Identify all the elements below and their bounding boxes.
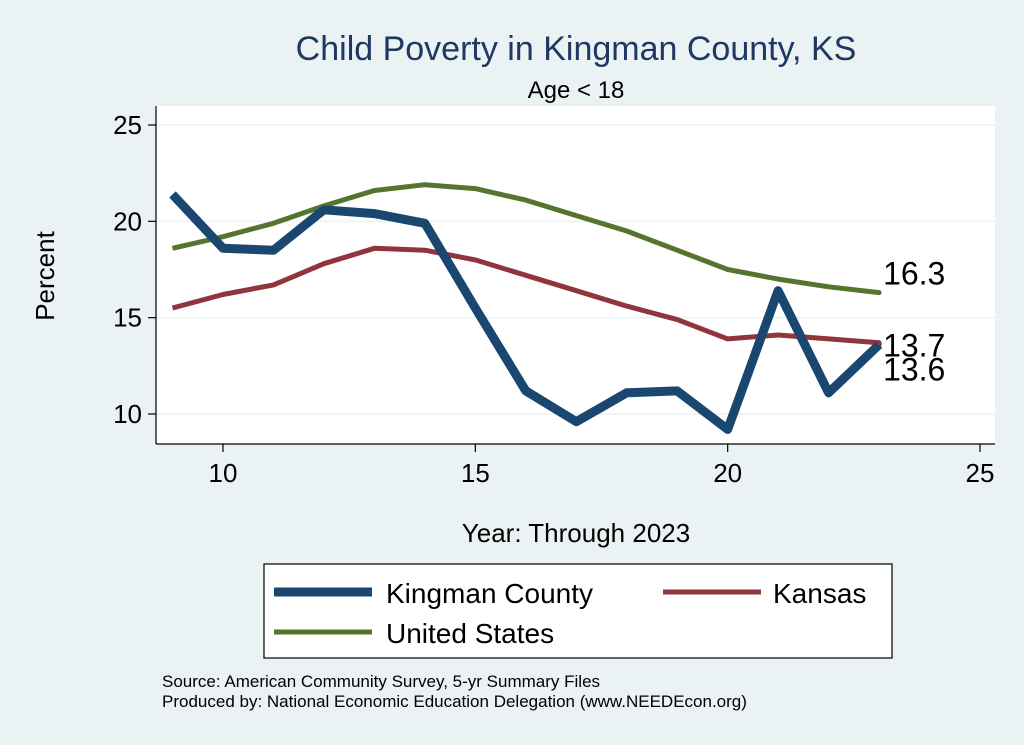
legend-label-kansas: Kansas bbox=[773, 578, 866, 609]
legend-label-us: United States bbox=[386, 618, 554, 649]
y-tick-label-10: 10 bbox=[113, 399, 142, 429]
y-tick-label-20: 20 bbox=[113, 206, 142, 236]
source-note: Source: American Community Survey, 5-yr … bbox=[162, 672, 600, 691]
legend-box bbox=[263, 563, 893, 659]
chart-title: Child Poverty in Kingman County, KS bbox=[296, 30, 857, 68]
series-line-kingman-county bbox=[169, 191, 883, 434]
x-tick-label-20: 20 bbox=[713, 458, 742, 488]
end-labels: 13.613.7 16.3 bbox=[876, 256, 945, 388]
chart-subtitle: Age < 18 bbox=[528, 77, 625, 104]
x-ticks: 10 15 20 25 bbox=[209, 444, 995, 488]
series-lines bbox=[169, 182, 883, 434]
plot-area bbox=[156, 106, 995, 444]
x-tick-label-10: 10 bbox=[209, 458, 238, 488]
legend-label-kingman: Kingman County bbox=[386, 578, 593, 609]
series-line-united-states bbox=[171, 182, 880, 296]
y-axis-label: Percent bbox=[30, 230, 60, 320]
x-axis-label: Year: Through 2023 bbox=[462, 518, 690, 548]
x-tick-label-25: 25 bbox=[966, 458, 995, 488]
axes bbox=[155, 106, 995, 445]
legend: Kingman County Kansas United States bbox=[274, 578, 866, 649]
y-tick-label-25: 25 bbox=[113, 110, 142, 140]
x-tick-label-15: 15 bbox=[461, 458, 490, 488]
gridlines bbox=[156, 124, 995, 415]
producer-note: Produced by: National Economic Education… bbox=[162, 692, 747, 711]
end-label-united-states: 16.3 bbox=[883, 256, 945, 292]
y-tick-label-15: 15 bbox=[113, 303, 142, 333]
end-label-kingman-county: 13.6 bbox=[883, 352, 945, 388]
y-ticks: 10 15 20 25 bbox=[113, 110, 156, 429]
end-marker-kansas bbox=[876, 340, 882, 346]
end-marker-united-states bbox=[876, 290, 882, 296]
end-label-kansas: 13.7 bbox=[883, 328, 945, 364]
